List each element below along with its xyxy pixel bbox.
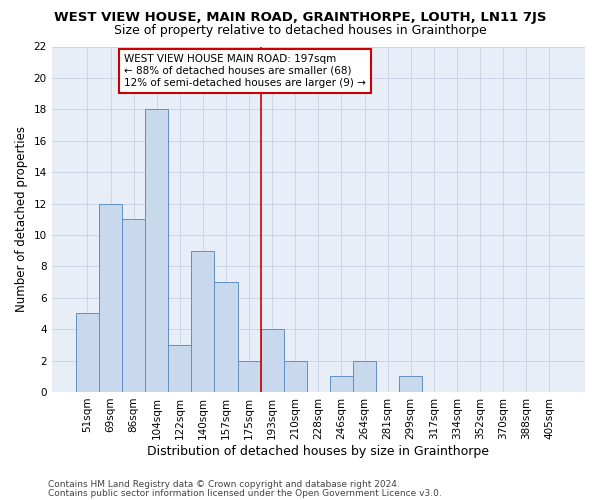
- Bar: [330, 376, 353, 392]
- Bar: [122, 219, 145, 392]
- Bar: [353, 360, 376, 392]
- Bar: [99, 204, 122, 392]
- Text: WEST VIEW HOUSE MAIN ROAD: 197sqm
← 88% of detached houses are smaller (68)
12% : WEST VIEW HOUSE MAIN ROAD: 197sqm ← 88% …: [124, 54, 366, 88]
- Bar: [76, 314, 99, 392]
- Bar: [399, 376, 422, 392]
- Bar: [191, 250, 214, 392]
- X-axis label: Distribution of detached houses by size in Grainthorpe: Distribution of detached houses by size …: [148, 444, 490, 458]
- Bar: [284, 360, 307, 392]
- Text: WEST VIEW HOUSE, MAIN ROAD, GRAINTHORPE, LOUTH, LN11 7JS: WEST VIEW HOUSE, MAIN ROAD, GRAINTHORPE,…: [54, 11, 546, 24]
- Y-axis label: Number of detached properties: Number of detached properties: [15, 126, 28, 312]
- Text: Size of property relative to detached houses in Grainthorpe: Size of property relative to detached ho…: [113, 24, 487, 37]
- Text: Contains HM Land Registry data © Crown copyright and database right 2024.: Contains HM Land Registry data © Crown c…: [48, 480, 400, 489]
- Bar: [260, 329, 284, 392]
- Bar: [238, 360, 260, 392]
- Bar: [145, 110, 168, 392]
- Bar: [214, 282, 238, 392]
- Text: Contains public sector information licensed under the Open Government Licence v3: Contains public sector information licen…: [48, 488, 442, 498]
- Bar: [168, 345, 191, 392]
